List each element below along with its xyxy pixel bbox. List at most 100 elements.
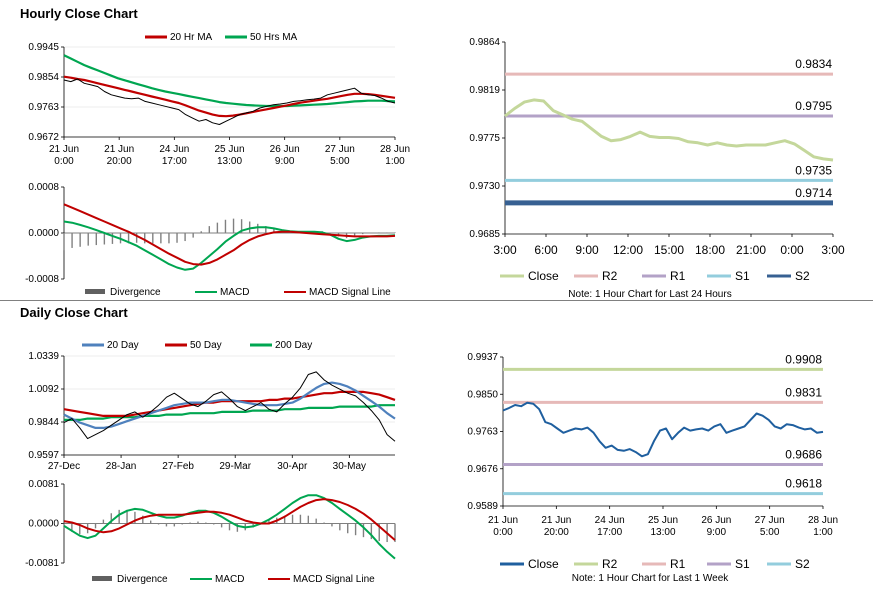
daily-pivot-y-tick-label: 0.9589 bbox=[467, 501, 498, 512]
hourly-price-x-tick-label: 26 Jun bbox=[270, 144, 300, 155]
daily-section-title: Daily Close Chart bbox=[20, 305, 128, 320]
hourly-pivot-y-tick-label: 0.9685 bbox=[469, 229, 500, 240]
daily-price-x-tick-label: 29-Mar bbox=[219, 461, 251, 472]
section-divider bbox=[0, 300, 873, 301]
hourly-macd-signal-line bbox=[63, 203, 396, 266]
daily-pivot-s2-label: 0.9618 bbox=[785, 477, 822, 491]
hourly-price-x-tick-label: 25 Jun bbox=[214, 144, 244, 155]
hourly-pivot-x-tick-label: 18:00 bbox=[695, 243, 725, 257]
hourly-pivot-y-tick-label: 0.9819 bbox=[469, 85, 500, 96]
daily-pivot-x-tick-label: 24 Jun bbox=[595, 515, 625, 526]
daily-pivot-note: Note: 1 Hour Chart for Last 1 Week bbox=[572, 573, 730, 584]
hourly-price-y-tick-label: 0.9672 bbox=[28, 132, 59, 143]
daily-pivot-legend-r2-label: R2 bbox=[602, 557, 618, 571]
daily-price-x-tick-label: 30-May bbox=[333, 461, 366, 472]
hourly-pivot-note: Note: 1 Hour Chart for Last 24 Hours bbox=[568, 289, 731, 300]
hourly-pivot-y-tick-label: 0.9775 bbox=[469, 133, 500, 144]
hourly-pivot-x-tick-label: 3:00 bbox=[821, 243, 845, 257]
hourly-price-x-tick-label: 24 Jun bbox=[159, 144, 189, 155]
hourly-pivot-y-tick-label: 0.9730 bbox=[469, 181, 500, 192]
hourly-close-line bbox=[63, 78, 396, 125]
hourly-macd-y-tick-label: 0.0008 bbox=[28, 182, 59, 193]
daily-close-line bbox=[63, 371, 396, 442]
hourly-price-x-tick-label: 21 Jun bbox=[104, 144, 134, 155]
hourly-macd-y-tick-label: 0.0000 bbox=[28, 228, 59, 239]
hourly-pivot-legend-close-label: Close bbox=[528, 269, 559, 283]
daily-pivot-x-tick-label: 0:00 bbox=[493, 527, 513, 538]
hourly-price-y-tick-label: 0.9945 bbox=[28, 42, 59, 53]
daily-pivot-x-tick-label: 28 Jun bbox=[808, 515, 838, 526]
daily-macd-y-tick-label: 0.0000 bbox=[28, 519, 59, 530]
daily-price-x-tick-label: 30-Apr bbox=[277, 461, 308, 472]
daily-pivot-x-tick-label: 13:00 bbox=[650, 527, 675, 538]
daily-pivot-r1-label: 0.9831 bbox=[785, 385, 822, 399]
hourly-pivot-r2-label: 0.9834 bbox=[795, 57, 832, 71]
daily-pivot-y-tick-label: 0.9937 bbox=[467, 352, 498, 363]
hourly-pivot-x-tick-label: 9:00 bbox=[575, 243, 599, 257]
daily-pivot-close-line bbox=[502, 401, 824, 458]
daily-legend-divergence-swatch bbox=[92, 576, 112, 581]
hourly-pivot-x-tick-label: 0:00 bbox=[780, 243, 804, 257]
hourly-legend-divergence-swatch bbox=[85, 289, 105, 294]
daily-legend-macd-label: MACD bbox=[215, 574, 244, 585]
daily-pivot-r2-label: 0.9908 bbox=[785, 352, 822, 366]
daily-macd-y-tick-label: 0.0081 bbox=[28, 479, 59, 490]
hourly-pivot-y-tick-label: 0.9864 bbox=[469, 37, 500, 48]
daily-200day-line bbox=[64, 404, 395, 421]
daily-macd-y-tick-label: -0.0081 bbox=[25, 558, 59, 569]
daily-pivot-y-tick-label: 0.9763 bbox=[467, 427, 498, 438]
hourly-pivot-legend-r2-label: R2 bbox=[602, 269, 618, 283]
daily-legend-200day-label: 200 Day bbox=[275, 340, 312, 351]
hourly-legend-divergence-label: Divergence bbox=[110, 287, 161, 298]
hourly-price-x-tick-label: 1:00 bbox=[385, 156, 405, 167]
hourly-pivot-x-tick-label: 21:00 bbox=[736, 243, 766, 257]
hourly-price-y-tick-label: 0.9763 bbox=[28, 102, 59, 113]
daily-pivot-x-tick-label: 21 Jun bbox=[488, 515, 518, 526]
hourly-price-x-tick-label: 27 Jun bbox=[325, 144, 355, 155]
hourly-pivot-legend-s2-label: S2 bbox=[795, 269, 810, 283]
daily-price-x-tick-label: 27-Dec bbox=[48, 461, 80, 472]
hourly-price-y-tick-label: 0.9854 bbox=[28, 72, 59, 83]
daily-pivot-x-tick-label: 27 Jun bbox=[755, 515, 785, 526]
hourly-price-x-tick-label: 28 Jun bbox=[380, 144, 410, 155]
hourly-pivot-s1-label: 0.9735 bbox=[795, 163, 832, 177]
daily-pivot-legend-r1-label: R1 bbox=[670, 557, 686, 571]
daily-pivot-legend-s2-label: S2 bbox=[795, 557, 810, 571]
hourly-legend-20hr-label: 20 Hr MA bbox=[170, 32, 213, 43]
hourly-legend-signal-label: MACD Signal Line bbox=[309, 287, 391, 298]
daily-legend-50day-label: 50 Day bbox=[190, 340, 222, 351]
daily-pivot-x-tick-label: 17:00 bbox=[597, 527, 622, 538]
daily-pivot-y-tick-label: 0.9676 bbox=[467, 464, 498, 475]
daily-pivot-s1-label: 0.9686 bbox=[785, 447, 822, 461]
hourly-price-x-tick-label: 5:00 bbox=[330, 156, 350, 167]
daily-macd-line bbox=[63, 494, 396, 560]
daily-pivot-x-tick-label: 5:00 bbox=[760, 527, 780, 538]
daily-legend-20day-label: 20 Day bbox=[107, 340, 139, 351]
hourly-pivot-legend-s1-label: S1 bbox=[735, 269, 750, 283]
hourly-50hr-ma-line bbox=[63, 54, 396, 108]
daily-20day-line bbox=[63, 381, 396, 429]
daily-pivot-x-tick-label: 9:00 bbox=[707, 527, 727, 538]
daily-price-y-tick-label: 0.9844 bbox=[28, 417, 59, 428]
daily-pivot-x-tick-label: 26 Jun bbox=[701, 515, 731, 526]
hourly-pivot-s2-label: 0.9714 bbox=[795, 186, 832, 200]
daily-pivot-x-tick-label: 21 Jun bbox=[541, 515, 571, 526]
daily-price-x-tick-label: 28-Jan bbox=[106, 461, 137, 472]
hourly-price-x-tick-label: 13:00 bbox=[217, 156, 242, 167]
daily-legend-signal-label: MACD Signal Line bbox=[293, 574, 375, 585]
hourly-price-x-tick-label: 9:00 bbox=[275, 156, 295, 167]
hourly-macd-y-tick-label: -0.0008 bbox=[25, 274, 59, 285]
hourly-pivot-x-tick-label: 3:00 bbox=[493, 243, 517, 257]
daily-legend-divergence-label: Divergence bbox=[117, 574, 168, 585]
hourly-section-title: Hourly Close Chart bbox=[20, 6, 138, 21]
daily-price-y-tick-label: 1.0092 bbox=[28, 384, 59, 395]
hourly-pivot-r1-label: 0.9795 bbox=[795, 99, 832, 113]
hourly-price-x-tick-label: 0:00 bbox=[54, 156, 74, 167]
daily-pivot-x-tick-label: 1:00 bbox=[813, 527, 833, 538]
daily-pivot-y-tick-label: 0.9850 bbox=[467, 389, 498, 400]
daily-price-x-tick-label: 27-Feb bbox=[162, 461, 194, 472]
daily-price-y-tick-label: 1.0339 bbox=[28, 351, 59, 362]
daily-macd-signal-line bbox=[63, 498, 396, 541]
daily-pivot-x-tick-label: 20:00 bbox=[544, 527, 569, 538]
